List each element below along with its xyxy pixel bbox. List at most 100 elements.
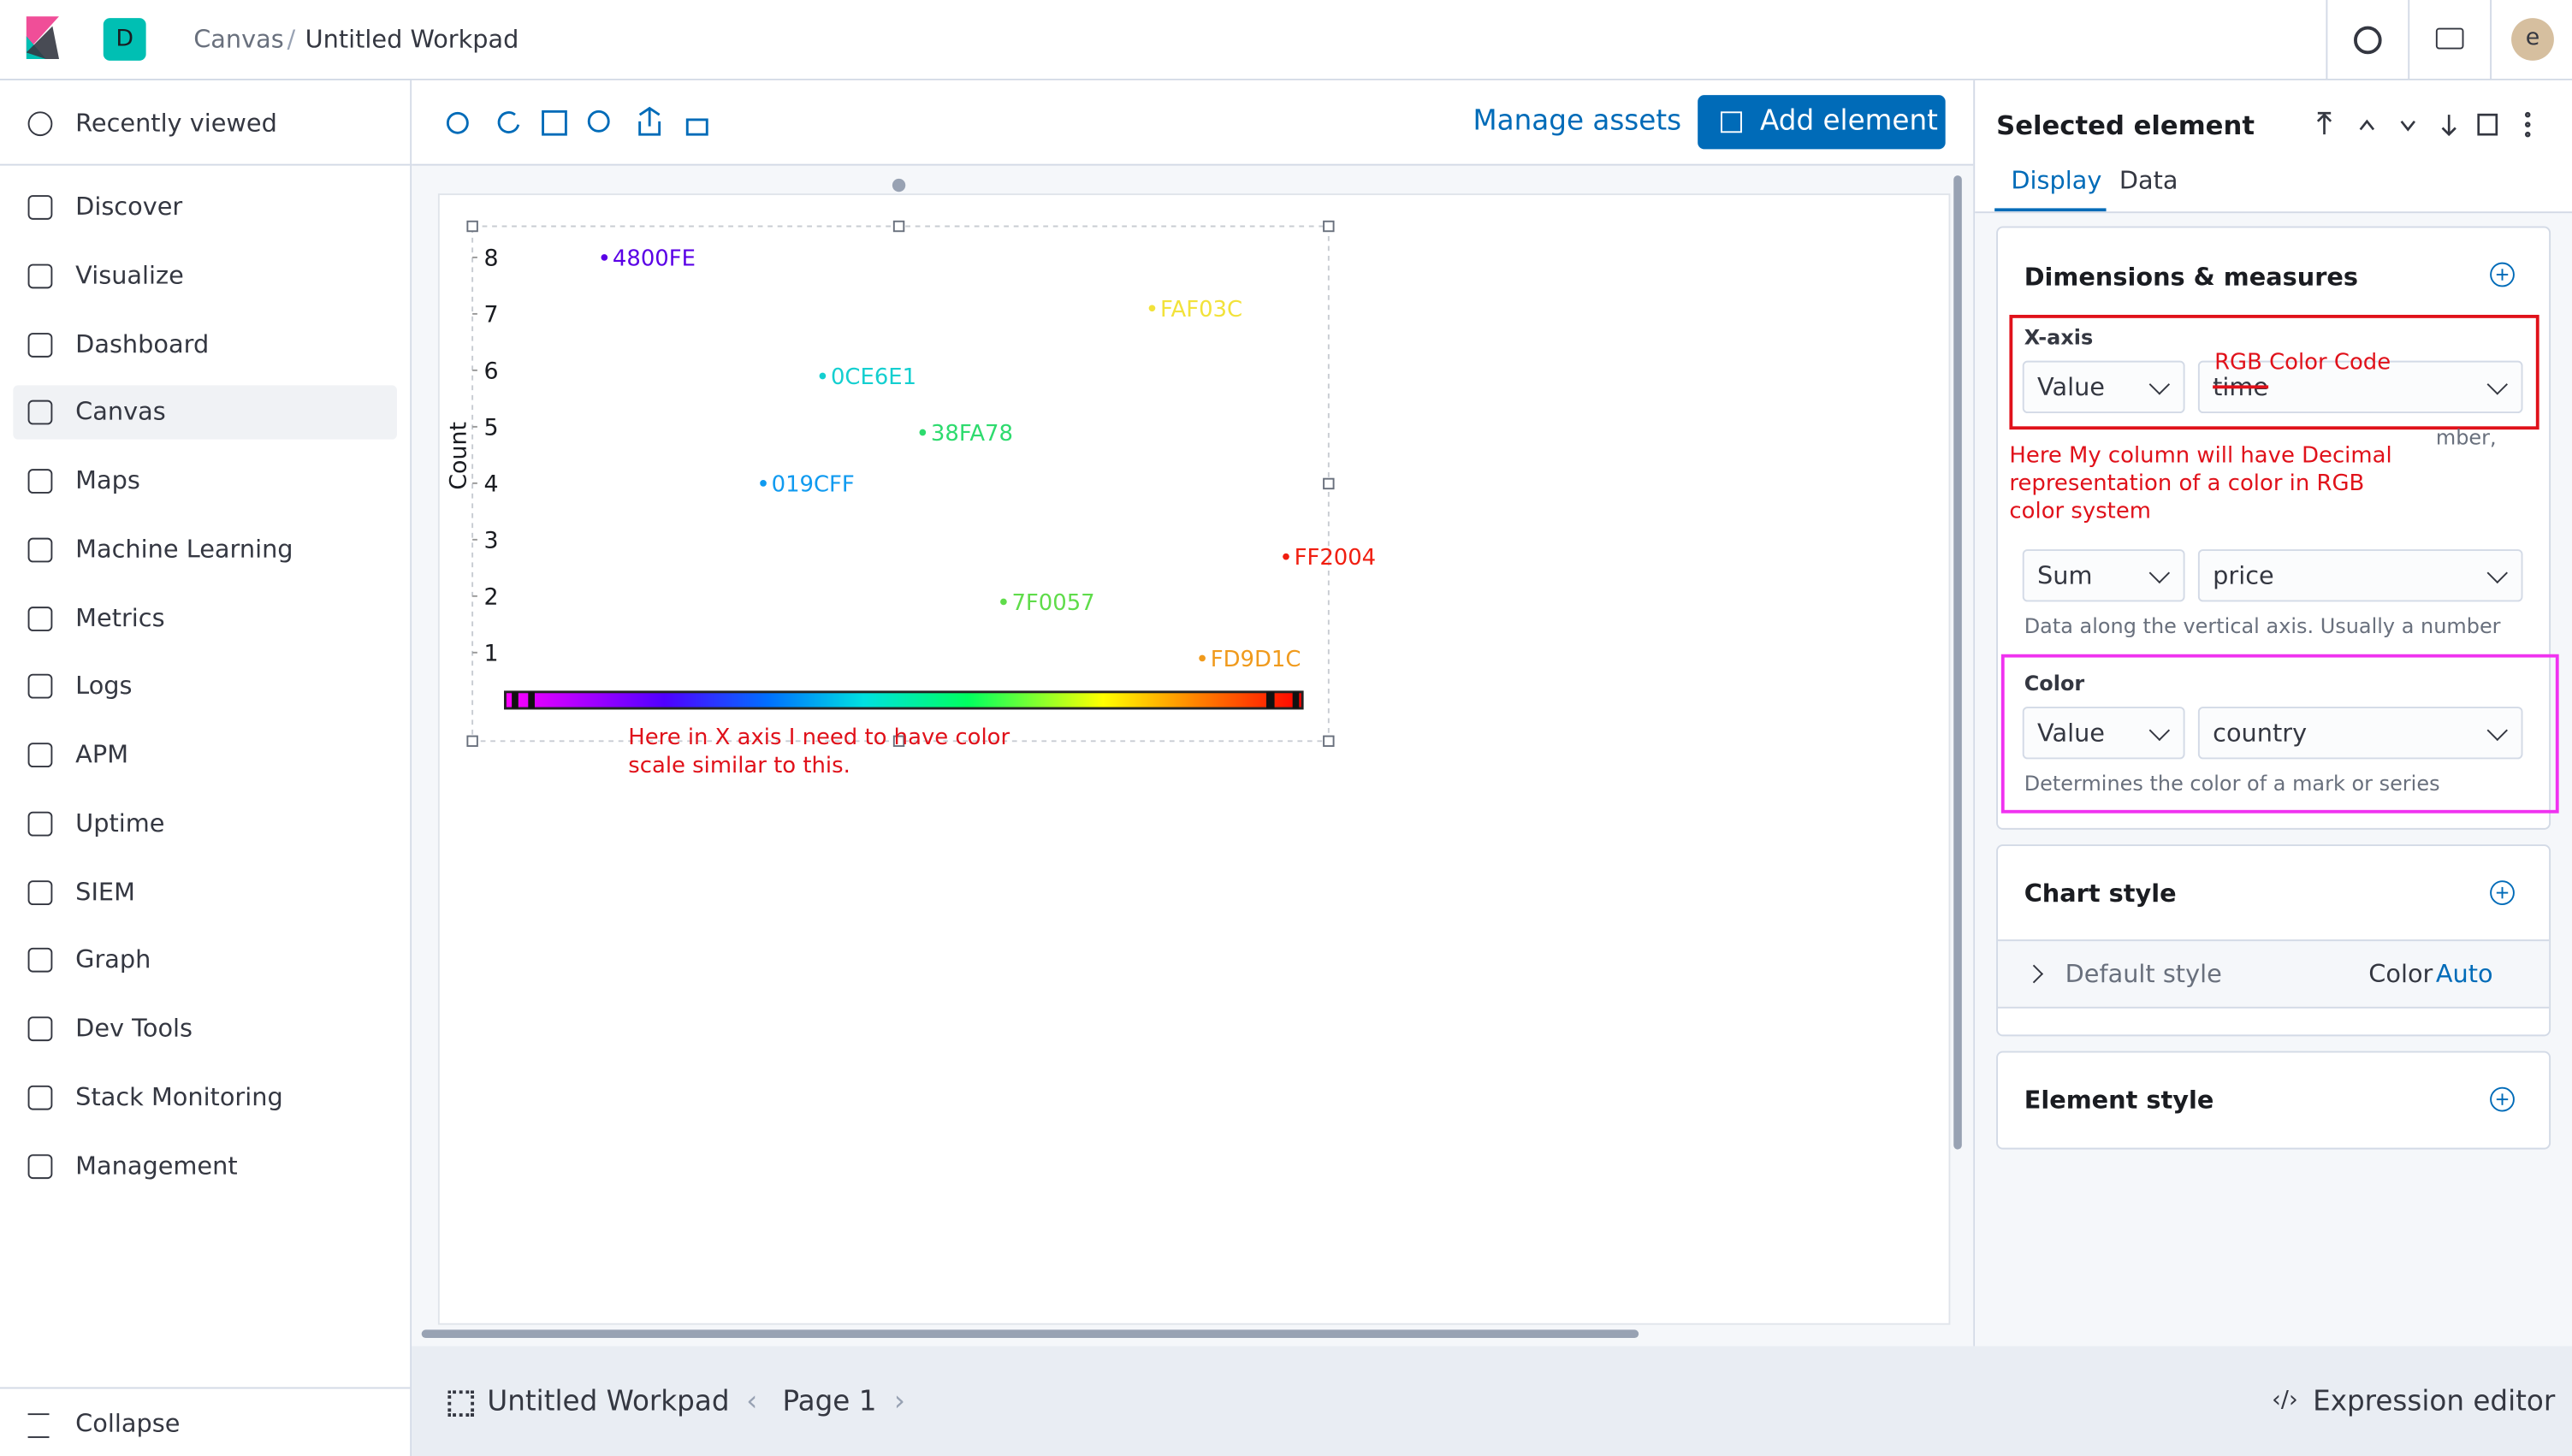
point-label: 7F0057: [1011, 590, 1094, 616]
highlight-box: [2009, 315, 2539, 430]
color-field[interactable]: country: [2197, 707, 2523, 760]
color-label: Color: [2368, 959, 2433, 989]
annotation: Here in X axis I need to have color scal…: [628, 725, 1010, 779]
panel-title: Selected element: [1996, 109, 2255, 141]
x-field[interactable]: time: [2197, 360, 2523, 414]
v-scrollbar[interactable]: [1953, 175, 1962, 1150]
point: [760, 480, 767, 487]
rotate-handle[interactable]: [892, 178, 906, 192]
default-style-row[interactable]: [1998, 939, 2550, 1009]
h-scrollbar[interactable]: [421, 1329, 1639, 1339]
layer-buttons[interactable]: [2311, 109, 2557, 142]
nav-item[interactable]: Maps: [75, 465, 140, 495]
nav-icon: [27, 879, 53, 905]
nav-item[interactable]: Dev Tools: [75, 1013, 193, 1044]
toolbar: [412, 80, 1974, 166]
nav-icon: [27, 743, 53, 768]
x-function[interactable]: Value: [2022, 360, 2185, 414]
nav-item[interactable]: Canvas: [75, 397, 166, 427]
y-tick-label: 6: [484, 358, 499, 384]
active-bg: [13, 385, 397, 440]
point: [919, 429, 927, 436]
tab-display[interactable]: Display: [2011, 165, 2102, 196]
highlight-box: [2000, 654, 2559, 814]
point: [1199, 654, 1206, 662]
point-label: 0CE6E1: [831, 364, 916, 390]
nav-item[interactable]: Graph: [75, 944, 151, 974]
nicon: [27, 111, 53, 137]
refresh[interactable]: [497, 111, 520, 133]
point: [819, 372, 827, 380]
help-text: Data along the vertical axis. Usually a …: [2024, 613, 2501, 638]
share[interactable]: [638, 106, 661, 136]
x-note: RGB Color Code: [2214, 349, 2391, 376]
nav-item[interactable]: Metrics: [75, 602, 165, 632]
nav-item[interactable]: SIEM: [75, 876, 135, 906]
expression-editor[interactable]: Expression editor: [2313, 1385, 2556, 1418]
section-title: Chart style: [2024, 879, 2177, 909]
mail-icon[interactable]: [2435, 27, 2464, 50]
toolbar-icons: [446, 106, 708, 136]
point: [1000, 598, 1007, 606]
field-label: X-axis: [2024, 324, 2094, 350]
nav-item[interactable]: Dashboard: [75, 328, 210, 358]
nav-icon: [27, 811, 53, 837]
add-icon: [1721, 111, 1742, 133]
color-scale: [504, 690, 1304, 710]
nav-item[interactable]: Visualize: [75, 260, 184, 290]
auto-link[interactable]: Auto: [2435, 959, 2493, 989]
nav-icon: [27, 400, 53, 425]
element-style-card: Element style: [1996, 1051, 2551, 1150]
side-nav: Recently viewed Discover Visualize Dashboar…: [0, 80, 412, 1456]
zoom[interactable]: [587, 109, 610, 133]
workpad-page[interactable]: [437, 193, 1951, 1325]
space-badge[interactable]: D: [103, 18, 146, 61]
y-tick-label: 5: [484, 414, 499, 441]
nav-icon: [27, 1085, 53, 1110]
y-tick-label: 3: [484, 527, 499, 553]
settings[interactable]: [446, 111, 469, 134]
page-name[interactable]: Page 1: [782, 1385, 877, 1418]
default-style: Default style: [2065, 959, 2222, 989]
nav-item[interactable]: Logs: [75, 671, 133, 701]
point-label: 4800FE: [613, 246, 696, 272]
grid-icon: [447, 1390, 475, 1418]
nav-icon: [27, 674, 53, 699]
point-label: FF2004: [1295, 545, 1377, 571]
workpad-name[interactable]: Untitled Workpad: [487, 1385, 730, 1418]
nav-item[interactable]: APM: [75, 739, 129, 769]
y-function[interactable]: Sum: [2022, 549, 2185, 602]
breadcrumb[interactable]: Canvas: [193, 24, 284, 55]
point: [1148, 305, 1156, 312]
lock[interactable]: [685, 118, 708, 136]
footer: Untitled Workpad ‹ Page 1 › ‹/› Expressi…: [412, 1346, 2572, 1456]
help-icon[interactable]: [2354, 26, 2382, 55]
point: [1283, 553, 1289, 560]
add-dimension[interactable]: [2490, 262, 2515, 287]
nav-item[interactable]: Uptime: [75, 808, 165, 837]
manage-assets[interactable]: Manage assets: [1473, 104, 1682, 139]
collapse[interactable]: Collapse: [75, 1408, 181, 1438]
section-title: Element style: [2024, 1085, 2214, 1116]
y-tick-label: 2: [484, 583, 499, 610]
point-label: 019CFF: [772, 471, 855, 497]
workpad-area: Manage assets Add element: [412, 80, 1974, 1347]
color-function[interactable]: Value: [2022, 707, 2185, 760]
nav-item[interactable]: Management: [75, 1150, 238, 1181]
add-element-style[interactable]: [2490, 1086, 2515, 1112]
add-element[interactable]: Add element: [1698, 95, 1946, 150]
nav-item[interactable]: Discover: [75, 192, 183, 222]
point: [601, 254, 608, 261]
y-field[interactable]: price: [2197, 549, 2523, 602]
logo[interactable]: [26, 16, 60, 60]
point-label: FD9D1C: [1211, 647, 1301, 672]
tab-data[interactable]: Data: [2119, 165, 2178, 196]
nav-item[interactable]: Stack Monitoring: [75, 1081, 283, 1112]
add-style[interactable]: [2490, 880, 2515, 906]
nav-item[interactable]: Machine Learning: [75, 534, 293, 564]
avatar[interactable]: e: [2511, 18, 2554, 61]
nav-item[interactable]: Recently viewed: [75, 108, 277, 139]
nav-icon: [27, 263, 53, 288]
fullscreen[interactable]: [542, 109, 567, 136]
field-label: Color: [2024, 670, 2085, 695]
